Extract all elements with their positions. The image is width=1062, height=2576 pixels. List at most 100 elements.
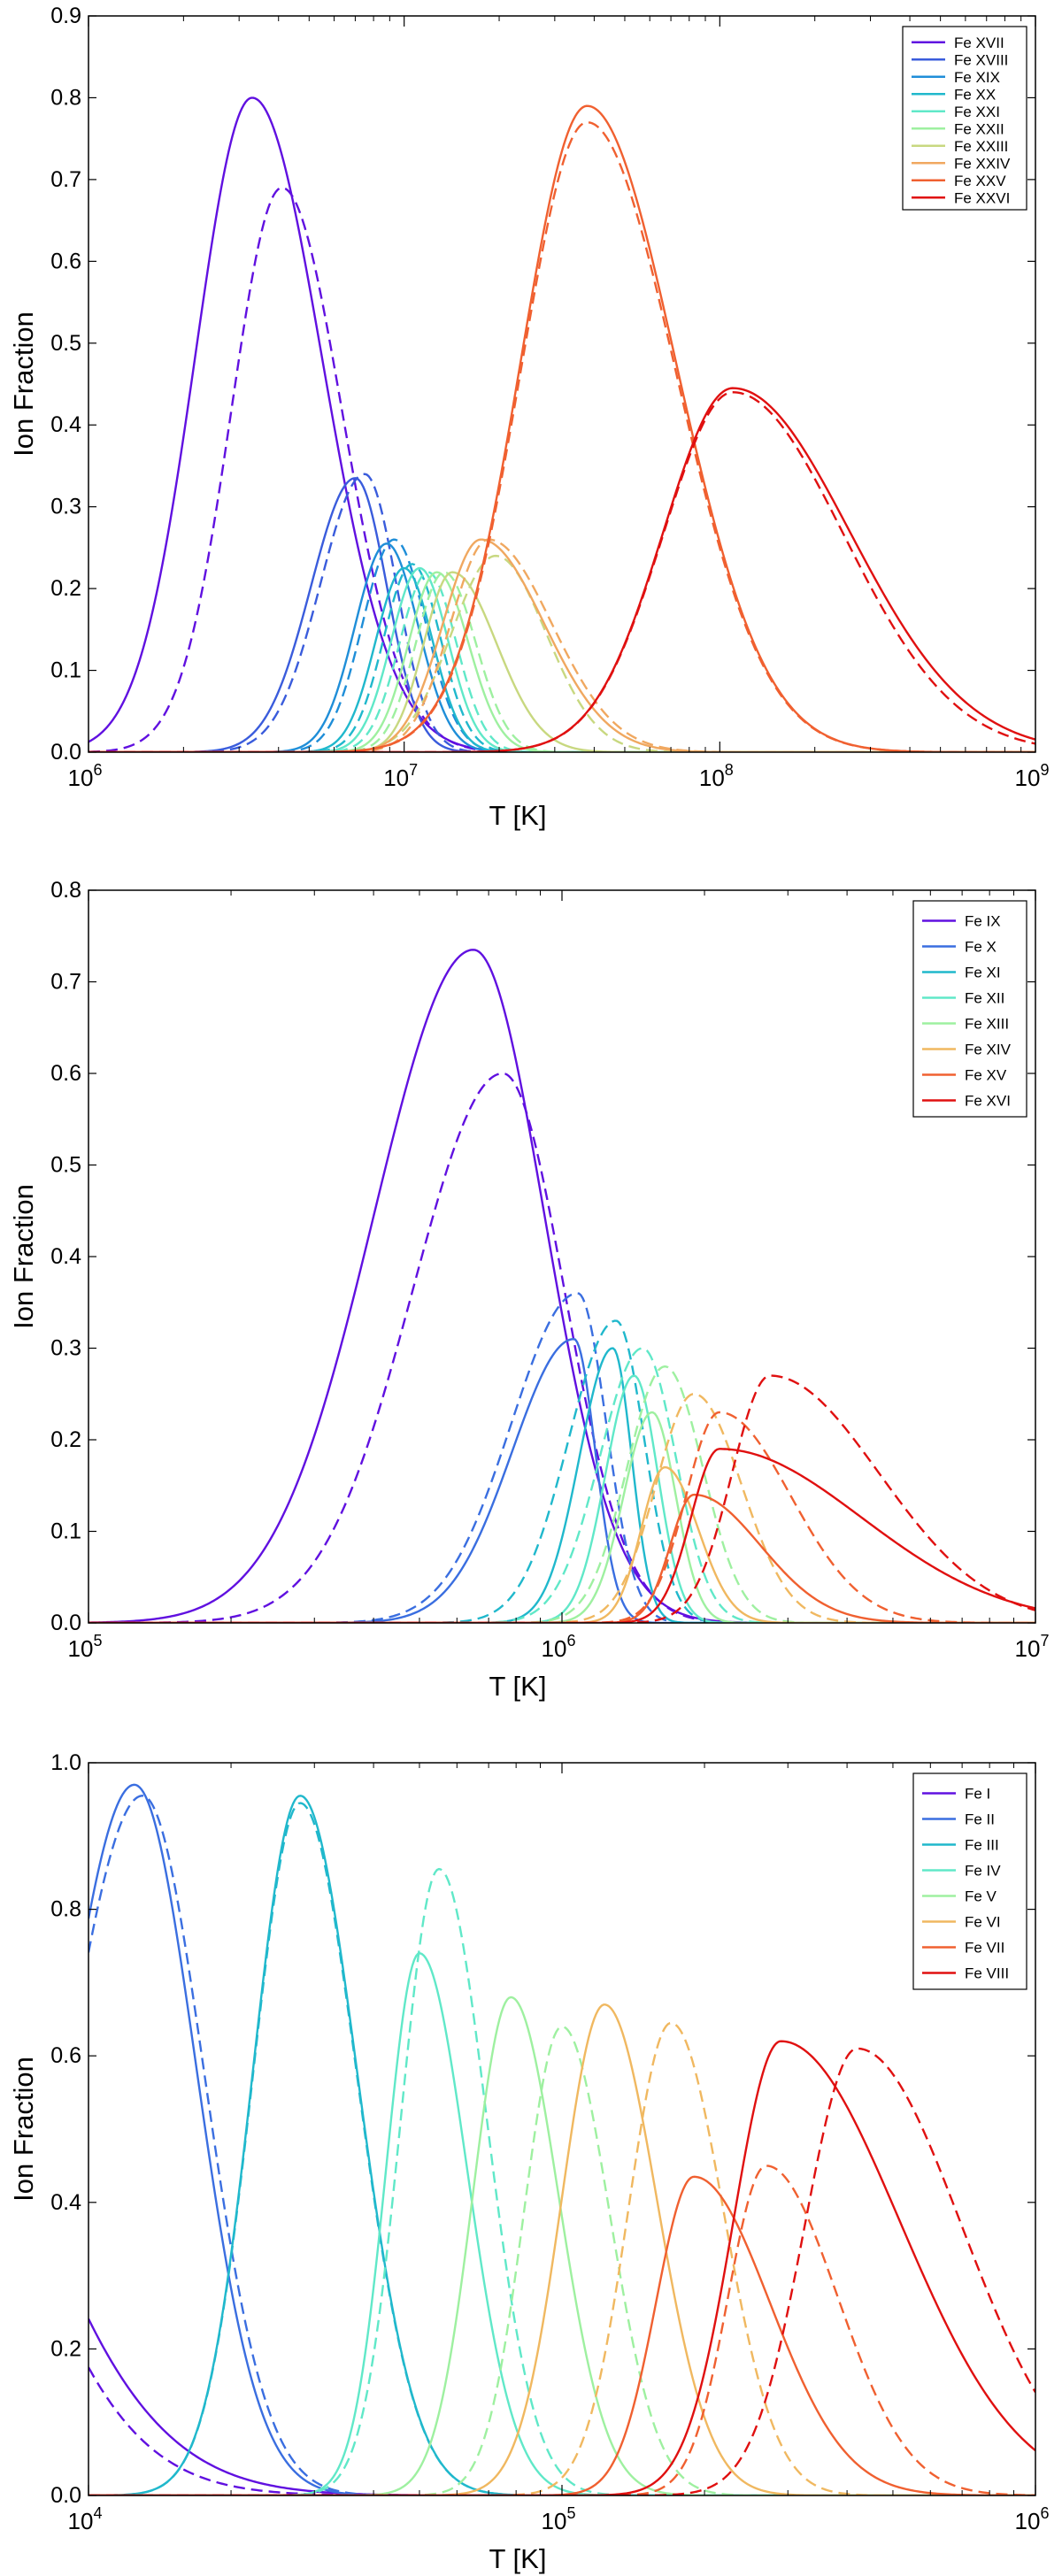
series-line-dashed-2 (88, 1292, 1035, 1623)
legend-label: Fe VI (965, 1914, 1001, 1931)
legend-label: Fe XVIII (954, 51, 1008, 68)
x-axis-label: T [K] (489, 2543, 547, 2574)
legend-label: Fe VIII (965, 1965, 1009, 1982)
legend: Fe I Fe II Fe III Fe IV Fe V Fe VI Fe VII Fe VI… (912, 1772, 1027, 1990)
y-tick-label: 0.0 (50, 1611, 81, 1635)
series-line-dashed-5 (88, 1365, 1035, 1623)
x-tick-label: 104 (68, 2504, 103, 2534)
y-tick-label: 0.0 (50, 740, 81, 765)
y-axis-label: Ion Fraction (8, 1184, 39, 1329)
x-axis-label: T [K] (489, 1671, 547, 1702)
legend-label: Fe III (965, 1837, 999, 1854)
legend-label: Fe XVII (954, 35, 1004, 51)
plot-frame (88, 15, 1036, 753)
series-line-dashed-10 (88, 391, 1035, 752)
series-line-solid-3 (88, 1347, 1035, 1623)
legend-label: Fe XXI (954, 104, 1000, 120)
series-line-solid-1 (88, 96, 1035, 752)
series-line-dashed-8 (88, 538, 1035, 752)
y-tick-label: 0.1 (50, 1519, 81, 1544)
series-line-solid-10 (88, 387, 1035, 752)
series-line-dashed-4 (88, 1347, 1035, 1623)
legend-label: Fe XXIV (954, 155, 1011, 172)
x-tick-label: 106 (68, 761, 103, 791)
series-line-solid-8 (88, 538, 1035, 752)
legend-label: Fe XIX (954, 69, 1000, 86)
series-line-solid-3 (88, 542, 1035, 752)
y-tick-label: 0.4 (50, 2190, 81, 2215)
series-line-solid-6 (88, 571, 1035, 752)
series-line-solid-6 (88, 2003, 1035, 2495)
legend-label: Fe XX (954, 86, 996, 103)
legend-label: Fe II (965, 1811, 995, 1828)
series-line-dashed-3 (88, 538, 1035, 752)
series-line-solid-8 (88, 1448, 1035, 1623)
y-tick-label: 0.8 (50, 878, 81, 903)
y-tick-label: 0.1 (50, 658, 81, 683)
series-line-solid-5 (88, 1411, 1035, 1623)
legend-label: Fe XIV (965, 1042, 1012, 1058)
series-line-dashed-6 (88, 571, 1035, 752)
legend-label: Fe XII (965, 990, 1004, 1007)
legend-label: Fe XI (965, 965, 1001, 981)
series-line-dashed-7 (88, 1411, 1035, 1623)
y-axis-label: Ion Fraction (8, 311, 39, 457)
series-line-solid-1 (88, 2318, 1035, 2495)
legend-label: Fe XV (965, 1067, 1007, 1084)
y-tick-label: 0.2 (50, 576, 81, 601)
x-tick-label: 109 (1015, 761, 1050, 791)
legend: Fe IX Fe X Fe XI Fe XII Fe XIII Fe XIV Fe XV Fe… (912, 900, 1027, 1118)
series-line-dashed-7 (88, 554, 1035, 752)
legend-box (902, 26, 1027, 211)
series-line-solid-5 (88, 1995, 1035, 2495)
series-line-dashed-8 (88, 1374, 1035, 1623)
plot-frame (88, 889, 1036, 1624)
y-tick-label: 1.0 (50, 1750, 81, 1775)
series-line-solid-9 (88, 104, 1035, 752)
legend-box (912, 900, 1027, 1118)
series-line-solid-4 (88, 1952, 1035, 2495)
y-tick-label: 0.3 (50, 495, 81, 519)
series-line-solid-6 (88, 1465, 1035, 1623)
y-tick-label: 0.7 (50, 167, 81, 192)
y-tick-label: 0.6 (50, 249, 81, 273)
y-tick-label: 0.2 (50, 1427, 81, 1452)
x-tick-label: 105 (68, 1632, 103, 1662)
plot-area (88, 949, 1035, 1623)
plot-frame (88, 1762, 1036, 2496)
y-tick-label: 0.0 (50, 2483, 81, 2508)
x-axis-label: T [K] (489, 800, 547, 831)
series-line-dashed-1 (88, 1072, 1035, 1623)
chart-panel-2: 0.0 0.1 0.2 0.3 0.4 0.5 0.6 0.7 0.8 105 106 107 T [K… (8, 878, 1049, 1702)
legend-label: Fe X (965, 939, 997, 956)
series-line-solid-2 (88, 477, 1035, 752)
x-tick-label: 107 (383, 761, 418, 791)
y-tick-label: 0.4 (50, 412, 81, 437)
series-line-solid-1 (88, 949, 1035, 1623)
legend-label: Fe XXIII (954, 138, 1008, 155)
series-line-dashed-4 (88, 1867, 1035, 2495)
legend-label: Fe XXII (954, 120, 1004, 137)
series-line-solid-7 (88, 1493, 1035, 1623)
y-tick-label: 0.5 (50, 331, 81, 356)
plot-area (88, 1783, 1035, 2495)
x-tick-label: 107 (1015, 1632, 1050, 1662)
y-axis-label: Ion Fraction (8, 2057, 39, 2202)
series-line-solid-7 (88, 571, 1035, 752)
plot-area (88, 96, 1035, 752)
chart-panel-1: 0.0 0.1 0.2 0.3 0.4 0.5 0.6 0.7 0.8 0.9 106 107 108 1… (8, 4, 1049, 831)
legend-label: Fe XVI (965, 1093, 1011, 1110)
y-tick-label: 0.9 (50, 4, 81, 28)
series-line-solid-7 (88, 2175, 1035, 2495)
series-line-dashed-5 (88, 571, 1035, 752)
series-line-dashed-8 (88, 2047, 1035, 2495)
chart-panel-3: 0.0 0.2 0.4 0.6 0.8 1.0 104 105 106 T [K] Ion Frac… (8, 1750, 1049, 2574)
y-tick-label: 0.2 (50, 2336, 81, 2361)
legend-label: Fe V (965, 1888, 997, 1905)
y-tick-label: 0.3 (50, 1336, 81, 1361)
x-tick-label: 106 (542, 1632, 576, 1662)
series-line-dashed-1 (88, 186, 1035, 752)
x-tick-label: 108 (699, 761, 734, 791)
legend-box (912, 1772, 1027, 1990)
